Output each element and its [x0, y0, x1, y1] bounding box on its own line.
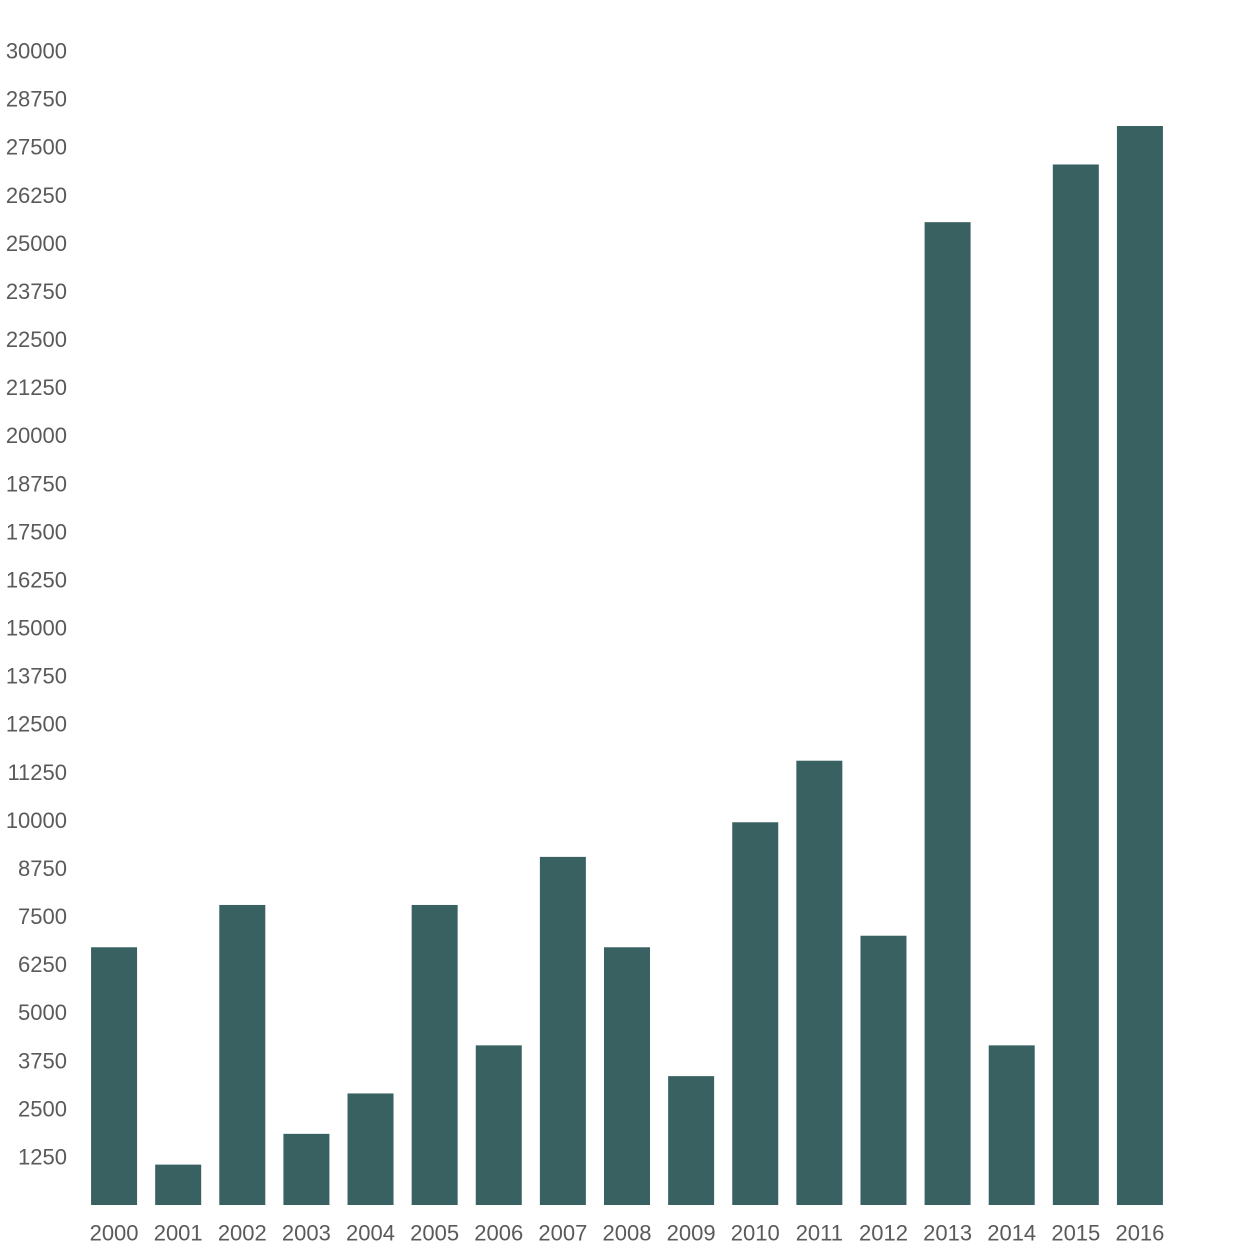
- bar-2016: [1116, 126, 1163, 1205]
- x-tick-label: 2009: [667, 1221, 716, 1246]
- y-tick-label: 1250: [18, 1144, 67, 1169]
- y-tick-label: 15000: [6, 616, 67, 641]
- bar-2014: [988, 1045, 1035, 1205]
- y-tick-label: 5000: [18, 1000, 67, 1025]
- bars: [91, 126, 1163, 1206]
- y-tick-label: 30000: [6, 39, 67, 64]
- y-tick-label: 25000: [6, 231, 67, 256]
- bar-2007: [539, 856, 586, 1205]
- x-tick-label: 2011: [796, 1221, 843, 1246]
- bar-2006: [475, 1045, 522, 1205]
- bar-2012: [860, 935, 907, 1205]
- x-tick-label: 2013: [923, 1221, 972, 1246]
- y-tick-label: 7500: [18, 904, 67, 929]
- bar-2008: [604, 947, 650, 1205]
- bar-2015: [1052, 164, 1099, 1206]
- x-tick-label: 2001: [154, 1221, 203, 1246]
- y-tick-label: 23750: [6, 279, 67, 304]
- y-tick-label: 27500: [6, 135, 67, 160]
- x-tick-label: 2005: [410, 1221, 459, 1246]
- x-tick-label: 2015: [1051, 1221, 1100, 1246]
- x-tick-label: 2003: [282, 1221, 331, 1246]
- bar-2003: [283, 1133, 330, 1205]
- y-tick-label: 8750: [18, 856, 67, 881]
- y-tick-label: 11250: [7, 760, 67, 785]
- bar-2005: [411, 904, 458, 1205]
- y-tick-label: 22500: [6, 327, 67, 352]
- y-tick-label: 16250: [6, 567, 67, 592]
- x-tick-label: 2012: [859, 1221, 908, 1246]
- bar-2009: [668, 1076, 715, 1205]
- x-tick-label: 2007: [538, 1221, 587, 1246]
- x-tick-label: 2006: [474, 1221, 523, 1246]
- y-tick-label: 6250: [18, 952, 67, 977]
- y-tick-label: 12500: [6, 712, 67, 737]
- y-tick-label: 26250: [6, 183, 67, 208]
- y-tick-label: 10000: [6, 808, 67, 833]
- y-tick-label: 13750: [6, 664, 67, 689]
- x-tick-label: 2002: [218, 1221, 267, 1246]
- y-tick-label: 18750: [6, 471, 67, 496]
- y-tick-label: 20000: [6, 423, 67, 448]
- bar-2013: [924, 222, 971, 1205]
- bar-2011: [796, 760, 843, 1205]
- x-axis: 2000 2001 2002 2003 2004 2005 2006 2007 2008 2009…: [90, 1221, 1165, 1246]
- x-tick-label: 2008: [603, 1221, 652, 1246]
- x-tick-label: 2000: [90, 1221, 139, 1246]
- x-tick-label: 2004: [346, 1221, 395, 1246]
- y-tick-label: 21250: [6, 375, 67, 400]
- x-tick-label: 2010: [731, 1221, 780, 1246]
- y-tick-label: 3750: [18, 1048, 67, 1073]
- bar-2004: [347, 1093, 394, 1205]
- y-axis: 1250 2500 3750 5000 6250 7500 8750 10000 11250 12…: [6, 39, 67, 1170]
- y-tick-label: 2500: [18, 1096, 67, 1121]
- bar-2010: [732, 822, 779, 1205]
- y-tick-label: 28750: [6, 87, 67, 112]
- bar-2001: [155, 1164, 202, 1205]
- x-tick-label: 2014: [987, 1221, 1036, 1246]
- y-tick-label: 17500: [6, 519, 67, 544]
- x-tick-label: 2016: [1115, 1221, 1164, 1246]
- bar-2000: [91, 947, 138, 1205]
- bar-2002: [219, 904, 266, 1205]
